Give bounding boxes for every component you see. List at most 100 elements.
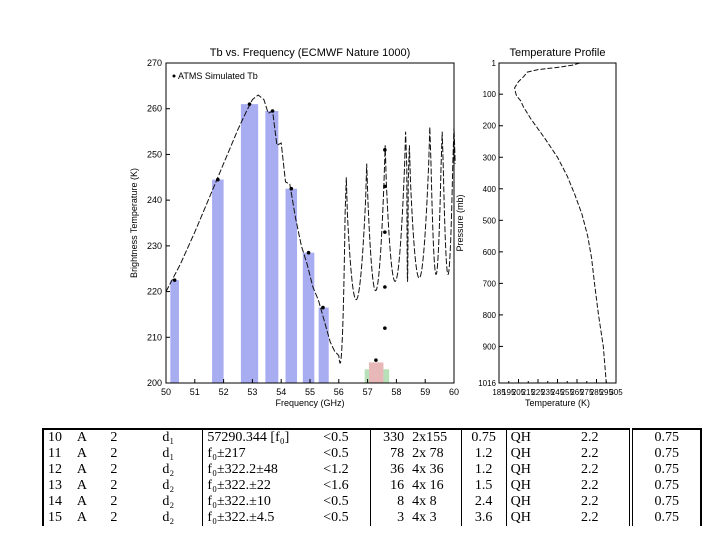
x-tick-label-3: 53 [247,387,257,397]
r-x-tick-label-6: 305 [609,388,623,397]
simulated-tb-point-4 [289,186,294,191]
table-cell: A [76,510,87,525]
y-tick-label-6: 260 [147,104,162,114]
table-cell: QH [510,478,531,493]
bar-7 [369,362,384,383]
table-cell: 2x155 [408,428,462,446]
r-x-minor-tick-label-4: 275 [580,388,594,397]
y-tick-label-2: 220 [147,287,162,297]
bar-1 [212,179,224,383]
table-cell: <0.5 [319,510,372,526]
x-tick-label-1: 51 [190,387,200,397]
r-x-minor-tick-label-0: 195 [502,388,516,397]
simulated-tb-point-10 [383,230,387,234]
y-tick-label-4: 240 [147,195,162,205]
legend-label: ATMS Simulated Tb [178,71,258,81]
r-y-tick-label-10: 1016 [478,379,496,388]
table-cell: d₂ [158,478,204,494]
table-cell: 2 [110,510,118,525]
x-tick-label-0: 50 [161,387,171,397]
table-cell: f₀±322.±4.5 [207,510,275,525]
table-cell: 78 [390,446,405,461]
table-cell: d₂ [158,462,204,478]
table-row: 15 A 2 d₂ f₀±322.±4.5 <0.5 3 4x 3 3.6 QH 2.2 0.75 [42,510,702,526]
simulated-tb-point-8 [383,148,387,152]
legend-marker [172,74,176,78]
table-cell: d₁ [158,428,204,446]
x-tick-label-7: 57 [363,387,373,397]
simulated-tb-point-6 [321,305,325,310]
table-cell: 4x 36 [408,462,462,478]
table-cell: <1.6 [319,478,372,494]
table-cell: 2.2 [550,478,634,494]
y-tick-label-7: 270 [147,58,162,68]
table-cell: 13 [42,478,73,494]
table-cell: <1.2 [319,462,372,478]
bar-5 [302,252,315,383]
x-tick-label-6: 56 [334,387,344,397]
left-chart-title: Tb vs. Frequency (ECMWF Nature 1000) [210,47,411,59]
simulated-tb-point-0 [172,278,177,282]
r-x-tick-label-1: 205 [512,388,526,397]
table-cell: QH [510,446,531,461]
r-y-tick-label-7: 700 [483,279,497,288]
table-cell: QH [510,462,531,477]
r-y-tick-label-3: 300 [483,153,497,162]
x-tick-label-9: 59 [420,387,430,397]
table-row: 13 A 2 d₂ f₀±322.±22 <1.6 16 4x 16 1.5 QH 2.2 0.75 [42,478,702,494]
bar-2 [240,104,259,384]
table-cell: 0.75 [631,510,702,526]
tb-spectrum-line [165,94,456,364]
table-row: 14 A 2 d₂ f₀±322.±10 <0.5 8 4x 8 2.4 QH 2.2 0.75 [42,494,702,510]
simulated-tb-point-1 [216,177,220,182]
table-cell: 2.2 [550,446,634,462]
r-y-tick-label-5: 500 [483,216,497,225]
table-cell: f₀±322.±22 [207,478,271,493]
r-x-tick-label-4: 265 [570,388,584,397]
simulated-tb-point-3 [270,109,275,113]
r-x-tick-label-0: 185 [492,388,506,397]
table-cell: 330 [370,428,409,446]
table-cell: 2x 78 [408,446,462,462]
r-x-minor-tick-label-5: 295 [600,388,614,397]
table-row: 10 A 2 d₁ 57290.344 [f₀] <0.5 330 2x155 0.75 QH 2.… [42,428,702,446]
table-cell: f₀±322.2±48 [207,462,278,477]
table-cell: 2 [106,428,159,446]
temperature-profile-line [514,62,607,384]
table-cell: QH [506,428,551,446]
table-cell: 2 [110,462,118,477]
table-cell: 1.2 [461,462,507,478]
table-cell: 1.2 [461,446,507,462]
x-tick-label-5: 55 [305,387,315,397]
x-tick-label-10: 60 [449,387,459,397]
table-cell: A [76,446,87,461]
channel-table: 10 A 2 d₁ 57290.344 [f₀] <0.5 330 2x155 0.75 QH 2.… [42,428,702,526]
table-cell: A [72,428,107,446]
table-cell: A [76,462,87,477]
right-chart-title: Temperature Profile [510,47,606,59]
r-x-minor-tick-label-1: 215 [522,388,536,397]
bar-4 [285,188,298,383]
table-cell: 2.2 [550,510,634,526]
table-cell: 8 [397,494,405,509]
r-x-tick-label-2: 225 [531,388,545,397]
right-plot-frame [498,62,617,384]
y-tick-label-5: 250 [147,149,162,159]
table-cell: 3 [397,510,405,525]
y-tick-label-0: 200 [147,378,162,388]
y-tick-label-3: 230 [147,241,162,251]
table-cell: <0.5 [319,494,372,510]
table-cell: 0.75 [631,462,702,478]
table-cell: <0.5 [319,428,372,446]
bar-3 [265,111,279,383]
table-cell: 2.4 [461,494,507,510]
table-cell: A [76,478,87,493]
table-cell: 12 [42,462,73,478]
x-tick-label-2: 52 [219,387,229,397]
r-x-tick-label-3: 245 [551,388,565,397]
x-tick-label-4: 54 [276,387,286,397]
bar-6 [318,307,329,383]
y-tick-label-1: 210 [147,332,162,342]
table-cell: 4x 16 [408,478,462,494]
bar-9 [383,369,390,383]
